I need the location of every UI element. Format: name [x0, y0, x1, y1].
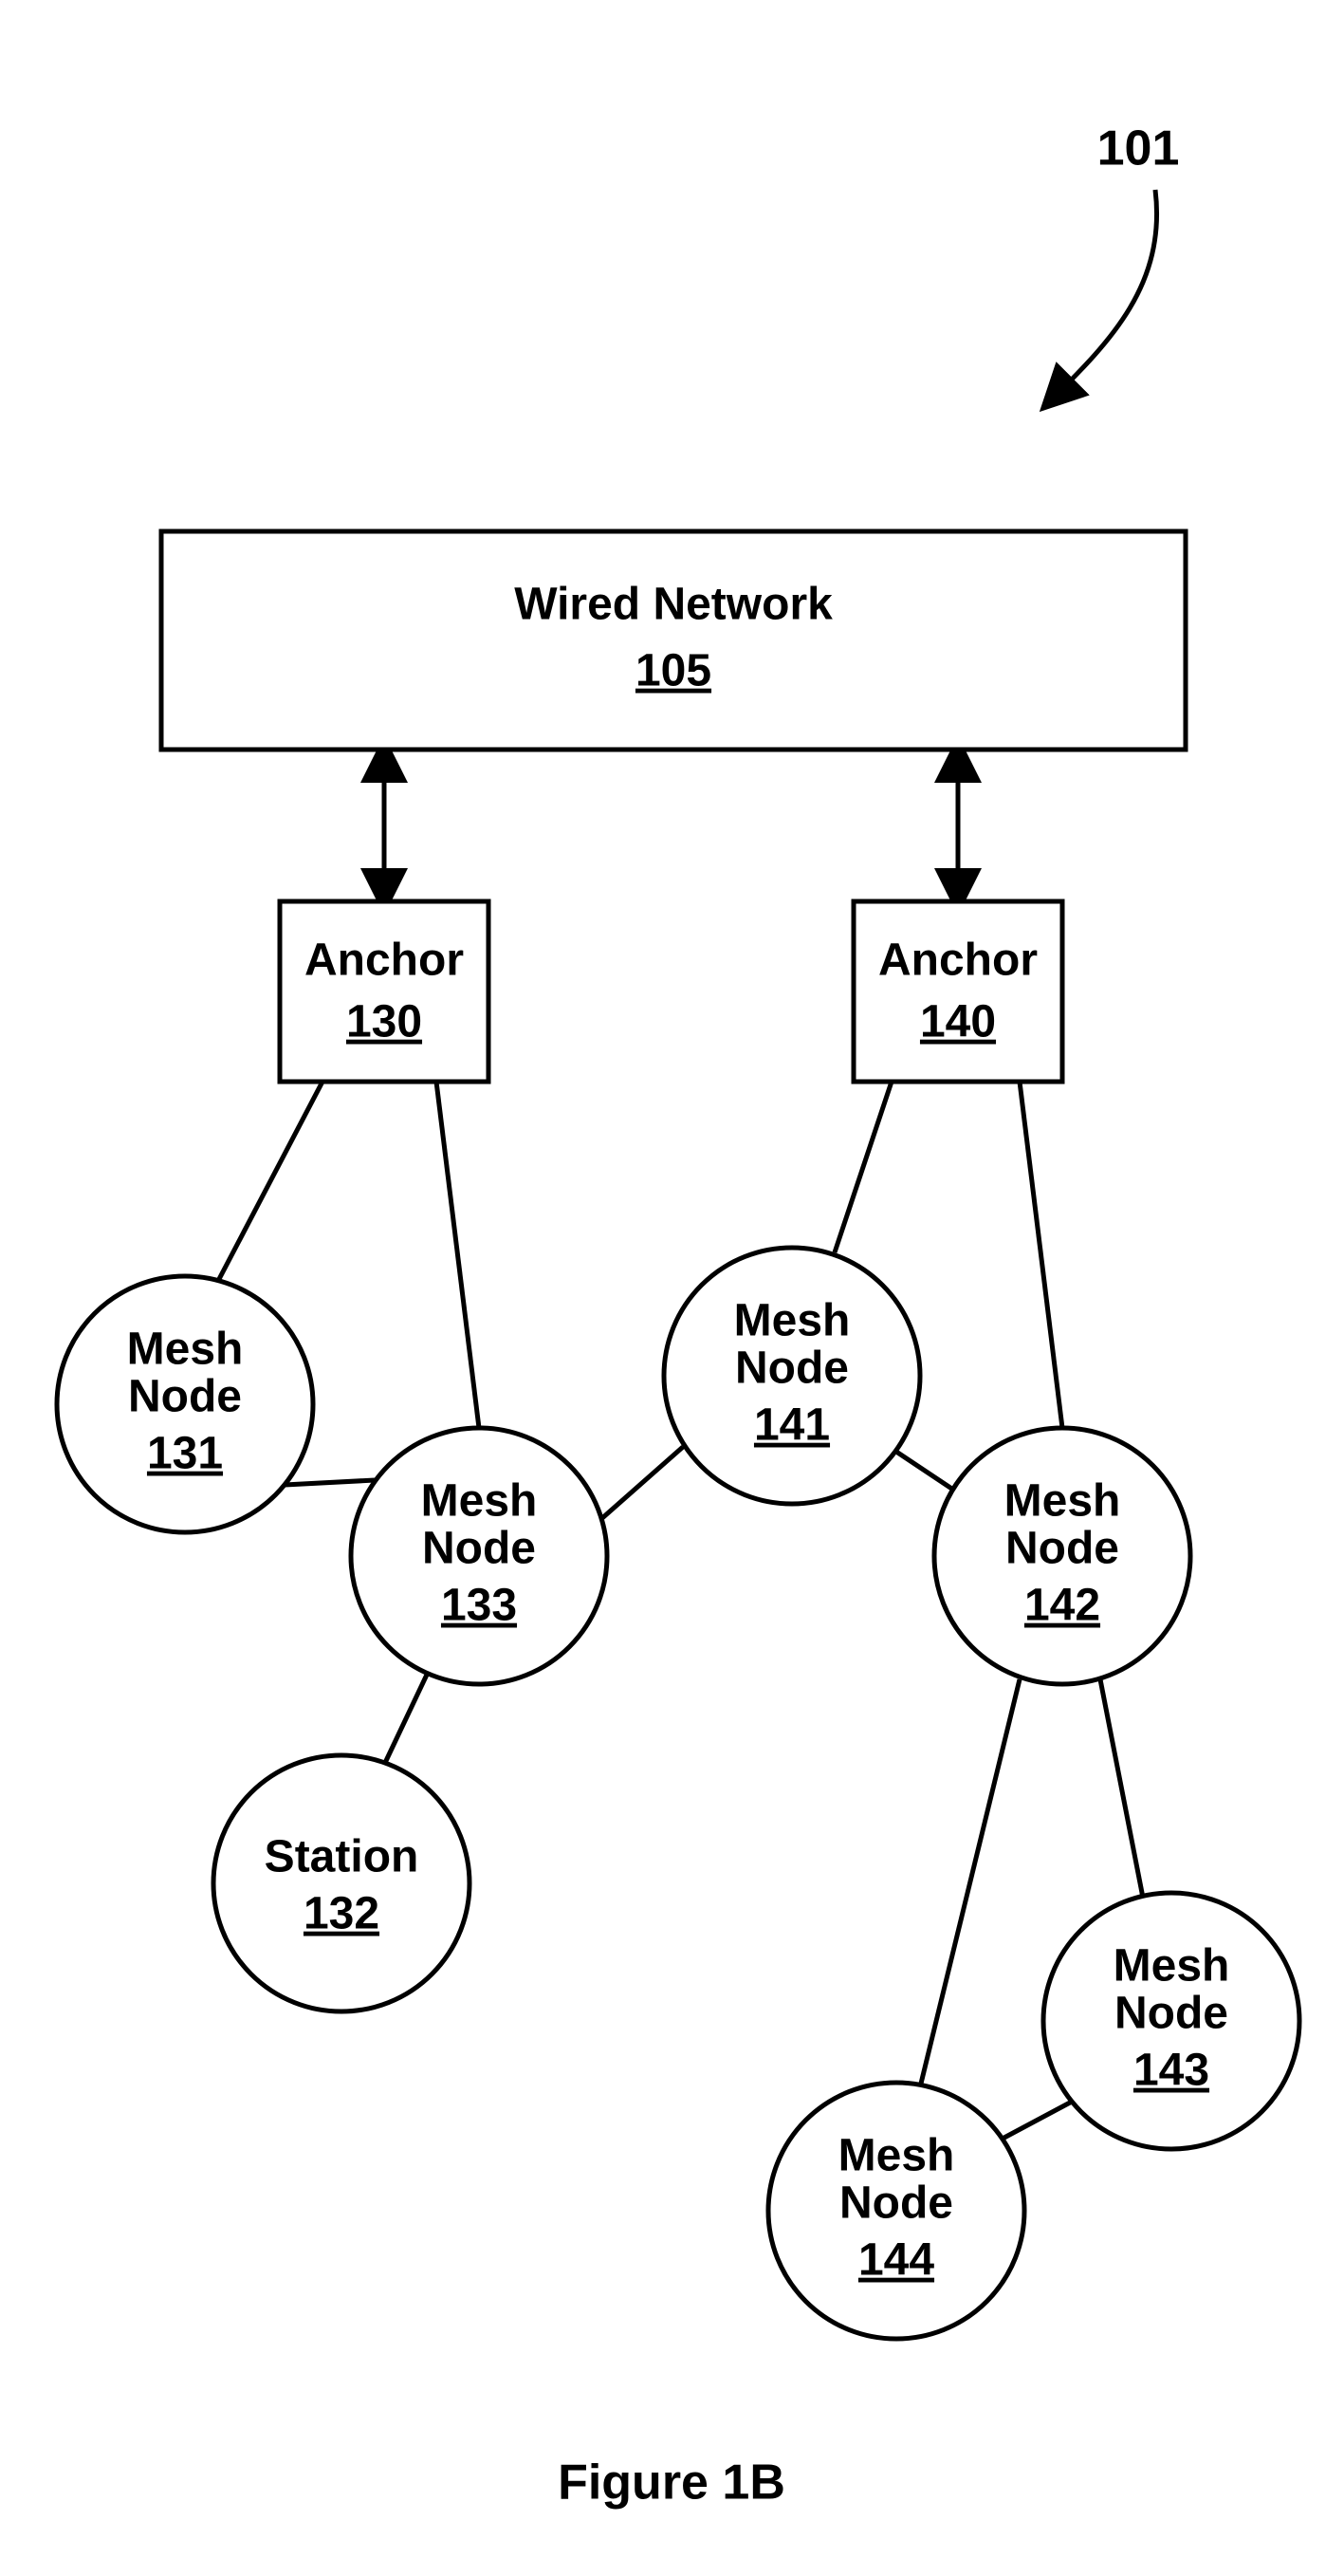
edge-n142-n144: [920, 1679, 1020, 2087]
text-wired_network-num: 105: [635, 646, 711, 696]
node-143: MeshNode 143: [1043, 1893, 1299, 2149]
text-wired_network-title: Wired Network: [514, 580, 833, 630]
node-title-line1: Mesh: [734, 1296, 851, 1346]
edge-n133-n141: [602, 1447, 683, 1518]
text-nodes-n144-num: 144: [858, 2235, 934, 2286]
edge-anchor130_bl-n131: [218, 1082, 322, 1281]
node-title-line1: Mesh: [1114, 1941, 1230, 1992]
node-133: MeshNode 133: [351, 1428, 607, 1684]
node-142: MeshNode 142: [934, 1428, 1190, 1684]
text-anchors-a140-title: Anchor: [878, 936, 1038, 986]
text-nodes-n141-num: 141: [754, 1400, 830, 1451]
edge-anchor140_br-n142: [1020, 1082, 1062, 1428]
node-131: MeshNode 131: [57, 1276, 313, 1532]
node-title-line1: Mesh: [421, 1476, 538, 1527]
node-132: Station 132: [213, 1755, 469, 2011]
edge-n133-n132: [384, 1675, 427, 1765]
text-anchors-a130-title: Anchor: [304, 936, 464, 986]
text-nodes-n143-num: 143: [1133, 2046, 1209, 2096]
node-title-line2: Node: [1005, 1524, 1119, 1574]
text-anchors-a130-num: 130: [346, 997, 422, 1047]
edge-n143-n144: [1001, 2102, 1072, 2140]
edge-anchor140_bl-n141: [835, 1082, 892, 1252]
node-title-line2: Node: [128, 1372, 242, 1422]
callout-leader: [1053, 190, 1157, 398]
wired-network-box: Wired Network 105: [161, 531, 1186, 750]
text-nodes-n132-num: 132: [304, 1889, 379, 1939]
node-title-line2: Node: [735, 1344, 849, 1394]
edge-n141-n142: [896, 1452, 953, 1490]
text-callout-label: 101: [1097, 121, 1180, 176]
node-title-line2: Node: [1114, 1989, 1228, 2039]
node-title-line2: Node: [422, 1524, 536, 1574]
text-nodes-n133-num: 133: [441, 1581, 517, 1631]
text-nodes-n131-num: 131: [147, 1429, 223, 1479]
text-figure_caption-text: Figure 1B: [558, 2456, 785, 2511]
node-141: MeshNode 141: [664, 1248, 920, 1504]
edge-n142-n143: [1100, 1679, 1143, 1898]
edge-anchor130_br-n133: [436, 1082, 479, 1428]
node-144: MeshNode 144: [768, 2083, 1024, 2339]
node-title-line2: Node: [839, 2178, 953, 2229]
anchor-box-130: Anchor 130: [280, 901, 488, 1082]
edge-n131-n133: [285, 1480, 375, 1485]
node-title-line1: Mesh: [838, 2131, 955, 2181]
node-title-line1: Mesh: [1004, 1476, 1121, 1527]
text-anchors-a140-num: 140: [920, 997, 996, 1047]
text-nodes-n132-title: Station: [265, 1832, 419, 1882]
anchor-box-140: Anchor 140: [854, 901, 1062, 1082]
node-title-line1: Mesh: [127, 1325, 244, 1375]
text-nodes-n142-num: 142: [1024, 1581, 1100, 1631]
